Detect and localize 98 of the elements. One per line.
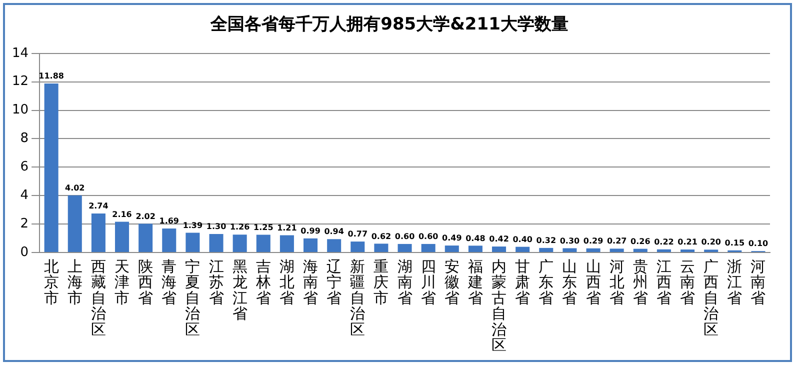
bar xyxy=(468,246,482,252)
data-label: 0.40 xyxy=(512,234,533,244)
x-tick-label: 四川省 xyxy=(420,257,436,307)
x-tick-label: 广西自治区 xyxy=(704,257,719,338)
x-tick-label: 吉林省 xyxy=(254,257,271,307)
bar xyxy=(516,246,530,252)
x-tick-label: 西藏自治区 xyxy=(90,257,106,338)
x-tick-label: 内蒙古自治区 xyxy=(492,257,507,354)
data-label: 1.26 xyxy=(230,222,250,232)
data-label: 0.60 xyxy=(418,232,439,242)
y-tick-label: 6 xyxy=(20,160,29,175)
data-label: 2.74 xyxy=(88,202,109,211)
data-label: 0.60 xyxy=(394,232,416,242)
x-tick-label: 江苏省 xyxy=(208,257,224,307)
bar xyxy=(350,242,365,252)
y-tick-label: 10 xyxy=(12,102,29,118)
data-label: 0.15 xyxy=(724,238,745,248)
bar xyxy=(280,235,294,252)
bar xyxy=(138,224,153,252)
data-label: 1.69 xyxy=(159,216,180,226)
x-tick-label: 广东省 xyxy=(538,257,554,307)
data-label: 0.27 xyxy=(606,236,627,246)
bar xyxy=(374,244,388,252)
data-label: 0.42 xyxy=(489,234,509,244)
bar xyxy=(444,246,459,252)
bar xyxy=(186,232,200,252)
chart-title: 全国各省每千万人拥有985大学&211大学数量 xyxy=(210,14,568,35)
bar xyxy=(256,234,270,252)
bar xyxy=(115,222,130,252)
data-label: 1.25 xyxy=(254,222,274,232)
bar xyxy=(633,248,648,252)
bar xyxy=(91,214,106,252)
x-tick-label: 湖北省 xyxy=(279,257,294,307)
data-label: 0.49 xyxy=(442,234,462,243)
x-tick-label: 辽宁省 xyxy=(326,257,342,307)
x-tick-label: 福建省 xyxy=(466,257,483,307)
y-tick-label: 2 xyxy=(20,216,29,232)
bar xyxy=(68,195,82,252)
x-tick-label: 云南省 xyxy=(680,257,696,307)
y-tick-label: 0 xyxy=(20,244,29,260)
bar xyxy=(44,84,58,252)
data-label: 0.29 xyxy=(583,236,604,246)
x-tick-label: 安徽省 xyxy=(444,257,460,307)
bar xyxy=(656,249,671,252)
y-tick-label: 8 xyxy=(20,131,29,146)
x-tick-label: 山西省 xyxy=(586,257,601,307)
x-tick-label: 河北省 xyxy=(609,257,624,307)
data-label: 0.94 xyxy=(324,227,344,236)
bar xyxy=(327,239,342,252)
bar xyxy=(398,244,412,252)
data-label: 1.21 xyxy=(277,223,298,232)
x-tick-label: 重庆市 xyxy=(374,257,389,307)
x-tick-label: 陕西省 xyxy=(138,257,154,307)
bar xyxy=(304,238,318,252)
data-label: 0.48 xyxy=(466,234,486,243)
bar xyxy=(162,228,176,252)
x-tick-label: 北京市 xyxy=(44,257,59,307)
bar xyxy=(562,248,577,252)
data-label: 0.77 xyxy=(348,230,368,239)
x-tick-label: 甘肃省 xyxy=(515,257,530,307)
data-label: 2.16 xyxy=(112,210,132,219)
data-label: 0.62 xyxy=(371,232,392,241)
x-tick-label: 贵州省 xyxy=(632,257,648,307)
bar xyxy=(539,248,554,252)
x-tick-label: 湖南省 xyxy=(397,257,412,307)
data-label: 0.99 xyxy=(300,226,321,236)
data-label: 1.30 xyxy=(206,222,227,232)
x-tick-label: 天津市 xyxy=(114,257,130,307)
x-tick-label: 上海市 xyxy=(67,257,82,307)
x-tick-label: 新疆自治区 xyxy=(350,257,366,338)
y-tick-label: 4 xyxy=(20,188,29,203)
bar xyxy=(492,246,506,252)
y-tick-label: 12 xyxy=(12,74,29,90)
data-label: 2.02 xyxy=(136,212,156,221)
x-tick-label: 山东省 xyxy=(562,257,578,307)
x-tick-label: 宁夏自治区 xyxy=(185,257,200,338)
data-label: 1.39 xyxy=(182,220,203,230)
x-tick-label: 黑龙江省 xyxy=(232,257,248,323)
bar xyxy=(421,244,436,252)
data-label: 0.21 xyxy=(678,238,698,247)
x-tick-label: 浙江省 xyxy=(727,257,742,307)
data-label: 0.20 xyxy=(701,238,722,247)
data-label: 0.10 xyxy=(748,239,769,248)
data-label: 0.22 xyxy=(654,237,674,246)
data-label: 0.32 xyxy=(536,236,556,246)
x-tick-label: 江西省 xyxy=(656,257,672,307)
bar xyxy=(610,248,624,252)
x-tick-label: 河南省 xyxy=(750,257,766,307)
y-tick-label: 14 xyxy=(12,46,29,61)
bar xyxy=(232,234,247,252)
data-label: 4.02 xyxy=(65,183,85,192)
x-tick-label: 青海省 xyxy=(162,257,177,307)
data-label: 0.30 xyxy=(560,236,580,246)
data-label: 0.26 xyxy=(630,236,651,246)
bar xyxy=(209,234,224,252)
x-tick-label: 海南省 xyxy=(303,257,318,307)
data-label: 11.88 xyxy=(38,72,64,81)
bar xyxy=(586,248,600,252)
